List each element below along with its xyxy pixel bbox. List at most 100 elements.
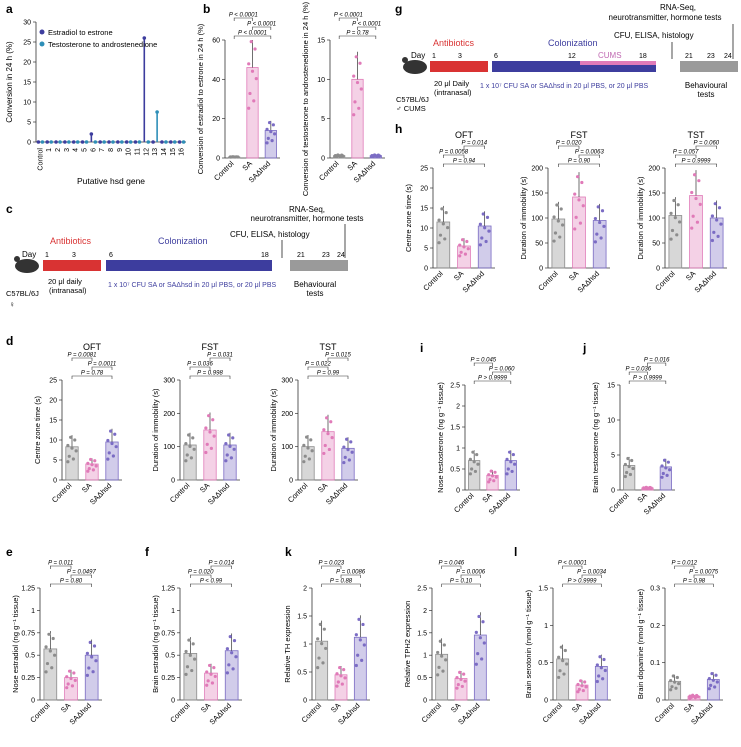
- data-point: [347, 458, 351, 462]
- x-tick-label: SAΔhsd: [456, 701, 482, 727]
- data-point: [91, 468, 95, 472]
- significance-bracket: [695, 145, 717, 149]
- data-point: [335, 684, 339, 688]
- data-point: [482, 641, 486, 645]
- data-point: [688, 694, 692, 698]
- p-value-label: P = 0.012: [672, 561, 698, 567]
- data-point: [247, 106, 251, 110]
- data-point: [188, 653, 192, 657]
- data-point: [455, 676, 459, 680]
- y-tick-label: 0.5: [165, 653, 175, 660]
- y-tick-label: 0.25: [161, 675, 175, 682]
- significance-bracket: [50, 565, 72, 569]
- data-point: [583, 680, 587, 684]
- data-point: [65, 686, 69, 690]
- data-point: [623, 462, 627, 467]
- y-axis-label: Conversion of testosterone to androstene…: [301, 1, 310, 196]
- data-point: [478, 636, 482, 640]
- data-point: [254, 77, 258, 81]
- data-point: [485, 215, 490, 220]
- significance-bracket: [190, 574, 212, 578]
- y-tick-label: 0: [171, 478, 175, 485]
- data-point: [177, 140, 182, 144]
- data-point: [54, 140, 58, 144]
- y-tick-label: 10: [317, 77, 325, 84]
- data-point: [716, 234, 720, 239]
- bar: [689, 195, 703, 269]
- timeline-c-d21: 21: [297, 252, 305, 259]
- data-point: [210, 681, 215, 685]
- p-value-label: P = 0.060: [489, 367, 515, 373]
- significance-bracket: [190, 583, 232, 587]
- data-point: [573, 227, 577, 231]
- data-point: [463, 679, 467, 683]
- chart-title: TST: [320, 342, 338, 352]
- data-point: [710, 671, 714, 676]
- y-tick-label: 15: [317, 38, 325, 45]
- y-tick-label: 200: [531, 166, 543, 173]
- data-point: [556, 219, 560, 223]
- timeline-c-antibiotic-bar: [43, 260, 101, 271]
- data-point: [89, 132, 94, 136]
- data-point: [316, 637, 320, 641]
- mouse-icon: [15, 259, 39, 273]
- data-point: [671, 674, 675, 678]
- data-point: [602, 657, 606, 662]
- data-point: [487, 480, 491, 484]
- data-point: [581, 688, 585, 693]
- data-point: [269, 129, 273, 134]
- data-point: [353, 100, 357, 104]
- timeline-g-d12: 12: [568, 53, 576, 60]
- data-point: [340, 682, 344, 686]
- data-point: [692, 173, 697, 177]
- data-point: [67, 454, 71, 458]
- data-point: [598, 220, 602, 225]
- data-point: [577, 687, 581, 691]
- p-value-label: P = 0.045: [471, 358, 497, 364]
- chart-l1: 0 0.5 1 1.5 Brain serotonin (nmol g⁻¹ tissue…: [524, 561, 611, 727]
- y-axis-label: Relative TPH2 expression: [403, 601, 412, 688]
- timeline-c-antibiotics: Antibiotics: [50, 236, 92, 246]
- y-axis-label: Brain dopamine (nmol g⁻¹ tissue): [636, 588, 645, 699]
- data-point: [595, 679, 599, 684]
- data-point: [672, 198, 676, 203]
- data-point: [710, 238, 714, 243]
- data-point: [73, 678, 77, 682]
- data-point: [563, 648, 567, 653]
- x-tick-label: SAΔhsd: [461, 269, 487, 295]
- x-tick-label: SA: [682, 701, 695, 714]
- data-point: [678, 220, 682, 224]
- data-point: [320, 642, 324, 646]
- timeline-g-d1: 1: [432, 53, 436, 60]
- legend-label: Estradiol to estrone: [48, 28, 113, 37]
- data-point: [694, 196, 698, 201]
- data-point: [302, 443, 306, 447]
- timeline-c-intranasal: (intranasal): [49, 286, 87, 295]
- x-tick-label: 6: [90, 148, 97, 152]
- chart-b1: 0 20 40 60 Conversion of estradiol to estron…: [196, 13, 280, 185]
- y-tick-label: 200: [281, 411, 293, 418]
- y-tick-label: 2.5: [450, 383, 460, 390]
- mouse-ear-icon: [402, 57, 408, 63]
- significance-bracket: [693, 574, 714, 578]
- data-point: [599, 666, 603, 670]
- y-tick-label: 150: [531, 191, 543, 198]
- data-point: [146, 140, 151, 144]
- p-value-label: P < 0.0001: [352, 22, 381, 28]
- x-tick-label: SAΔhsd: [693, 269, 719, 295]
- chart-j: 0 5 10 15 Brain testosterone (ng g⁻¹ tissue)…: [591, 358, 675, 517]
- data-point: [185, 665, 190, 669]
- data-point: [205, 670, 209, 674]
- data-point: [662, 458, 667, 462]
- data-point: [252, 99, 256, 103]
- chart-title: OFT: [83, 342, 101, 352]
- p-value-label: P = 0.022: [305, 362, 331, 368]
- data-point: [597, 674, 601, 678]
- data-point: [458, 670, 462, 674]
- significance-bracket: [441, 583, 481, 587]
- y-tick-label: 0: [289, 478, 293, 485]
